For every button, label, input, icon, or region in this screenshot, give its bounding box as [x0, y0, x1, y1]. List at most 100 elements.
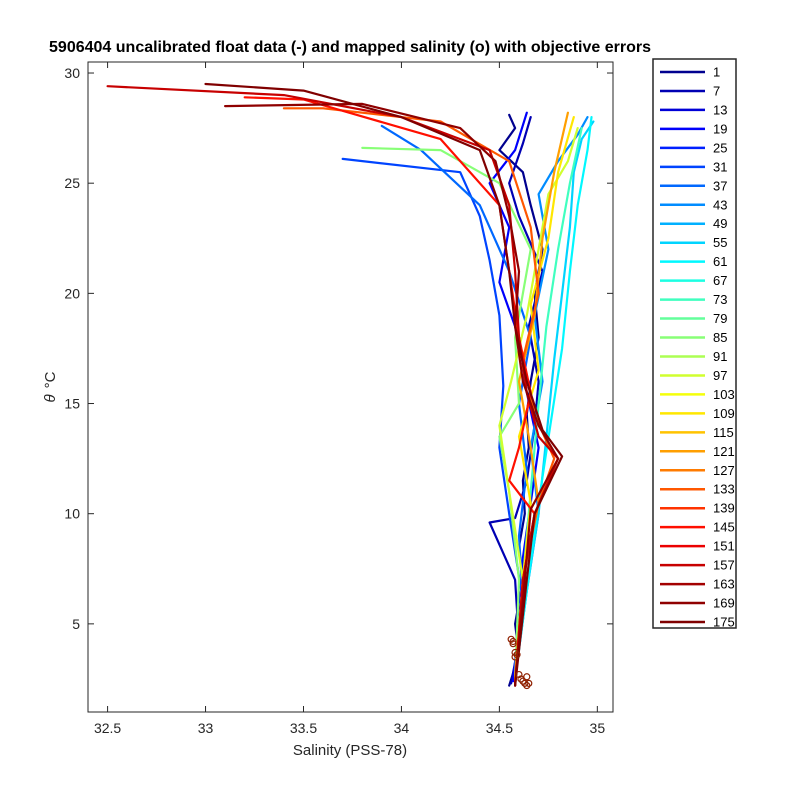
legend-entry-169: 169	[660, 596, 735, 611]
legend-entry-127: 127	[660, 463, 735, 478]
legend-entry-25: 25	[660, 140, 727, 155]
mapped-point	[523, 681, 531, 690]
legend-entry-133: 133	[660, 482, 735, 497]
legend-label: 31	[713, 159, 727, 174]
legend-entry-43: 43	[660, 197, 727, 212]
legend-entry-85: 85	[660, 330, 727, 345]
legend-entry-91: 91	[660, 349, 727, 364]
legend-label: 85	[713, 330, 727, 345]
legend-entry-115: 115	[660, 425, 734, 440]
legend-label: 175	[713, 615, 735, 630]
legend-label: 139	[713, 501, 735, 516]
legend-entry-109: 109	[660, 406, 735, 421]
mapped-point	[511, 648, 519, 657]
legend-entry-49: 49	[660, 216, 727, 231]
legend-entry-97: 97	[660, 368, 727, 383]
legend-entry-19: 19	[660, 121, 727, 136]
legend-label: 151	[713, 539, 735, 554]
series-layer	[106, 82, 595, 687]
x-tick-label: 34.5	[486, 720, 513, 736]
series-line-7	[488, 115, 544, 685]
legend-label: 133	[713, 482, 735, 497]
series-line-175	[204, 82, 564, 687]
legend-label: 157	[713, 558, 735, 573]
legend-entry-175: 175	[660, 615, 735, 630]
legend-entry-13: 13	[660, 102, 727, 117]
y-tick-label: 15	[64, 396, 80, 412]
mapped-point	[525, 679, 533, 687]
mapped-point	[517, 675, 525, 683]
y-axis: 5 10 15 20 25 30	[64, 65, 613, 632]
legend-entry-157: 157	[660, 558, 735, 573]
legend-label: 79	[713, 311, 727, 326]
legend-entry-103: 103	[660, 387, 735, 402]
legend-label: 121	[713, 444, 735, 459]
mapped-point	[509, 637, 517, 646]
legend-label: 55	[713, 235, 727, 250]
legend: 1 7 13 19 25 31 37 43 49 55 61 67 73 79 85 91 97 103 109 11…	[652, 58, 737, 630]
x-tick-label: 33	[198, 720, 214, 736]
legend-label: 19	[713, 121, 727, 136]
legend-label: 73	[713, 292, 727, 307]
x-axis: 32.5 33 33.5 34 34.5 35	[94, 62, 605, 736]
mapped-point	[513, 651, 521, 659]
legend-entry-151: 151	[660, 539, 735, 554]
legend-entry-61: 61	[660, 254, 727, 269]
mapped-point	[511, 653, 519, 661]
y-tick-label: 20	[64, 285, 80, 301]
legend-label: 25	[713, 140, 727, 155]
legend-entry-139: 139	[660, 501, 735, 516]
mapped-points	[507, 635, 533, 690]
legend-label: 49	[713, 216, 727, 231]
mapped-point	[507, 635, 515, 643]
chart-title: 5906404 uncalibrated float data (-) and …	[49, 39, 651, 56]
legend-entry-55: 55	[660, 235, 727, 250]
x-axis-label: Salinity (PSS-78)	[293, 742, 407, 759]
y-axis-label: θ °C	[42, 371, 59, 402]
mapped-point	[523, 673, 531, 681]
series-line-61	[513, 115, 593, 681]
legend-entry-37: 37	[660, 178, 727, 193]
legend-label: 7	[713, 83, 720, 98]
y-tick-label: 25	[64, 175, 80, 191]
series-line-109	[513, 115, 575, 681]
legend-label: 67	[713, 273, 727, 288]
legend-label: 43	[713, 197, 727, 212]
legend-entry-1: 1	[660, 65, 720, 80]
mapped-point	[519, 677, 527, 685]
mapped-point	[509, 640, 517, 648]
legend-label: 13	[713, 102, 727, 117]
legend-entry-7: 7	[660, 83, 720, 98]
legend-entries: 1 7 13 19 25 31 37 43 49 55 61 67 73 79 85 91 97 103 109 11…	[660, 65, 735, 630]
x-tick-label: 32.5	[94, 720, 121, 736]
y-axis-label-unit: °C	[42, 371, 59, 388]
legend-label: 37	[713, 178, 727, 193]
mapped-point	[521, 679, 529, 687]
legend-label: 97	[713, 368, 727, 383]
legend-box	[652, 58, 737, 629]
legend-entry-163: 163	[660, 577, 735, 592]
mapped-point	[515, 670, 523, 679]
x-tick-label: 33.5	[290, 720, 317, 736]
svg-text:θ°C: θ °C	[42, 371, 59, 402]
legend-label: 115	[713, 425, 734, 440]
y-tick-label: 30	[64, 65, 80, 81]
legend-label: 169	[713, 596, 735, 611]
x-tick-label: 35	[590, 720, 606, 736]
legend-label: 109	[713, 406, 735, 421]
legend-label: 127	[713, 463, 735, 478]
legend-label: 91	[713, 349, 727, 364]
legend-label: 163	[713, 577, 735, 592]
x-tick-label: 34	[394, 720, 410, 736]
y-tick-label: 5	[72, 616, 80, 632]
series-line-85	[361, 146, 532, 681]
legend-entry-121: 121	[660, 444, 735, 459]
legend-entry-31: 31	[660, 159, 727, 174]
legend-label: 103	[713, 387, 735, 402]
legend-entry-73: 73	[660, 292, 727, 307]
legend-label: 1	[713, 65, 720, 80]
legend-entry-79: 79	[660, 311, 727, 326]
y-tick-label: 10	[64, 506, 80, 522]
legend-entry-67: 67	[660, 273, 727, 288]
